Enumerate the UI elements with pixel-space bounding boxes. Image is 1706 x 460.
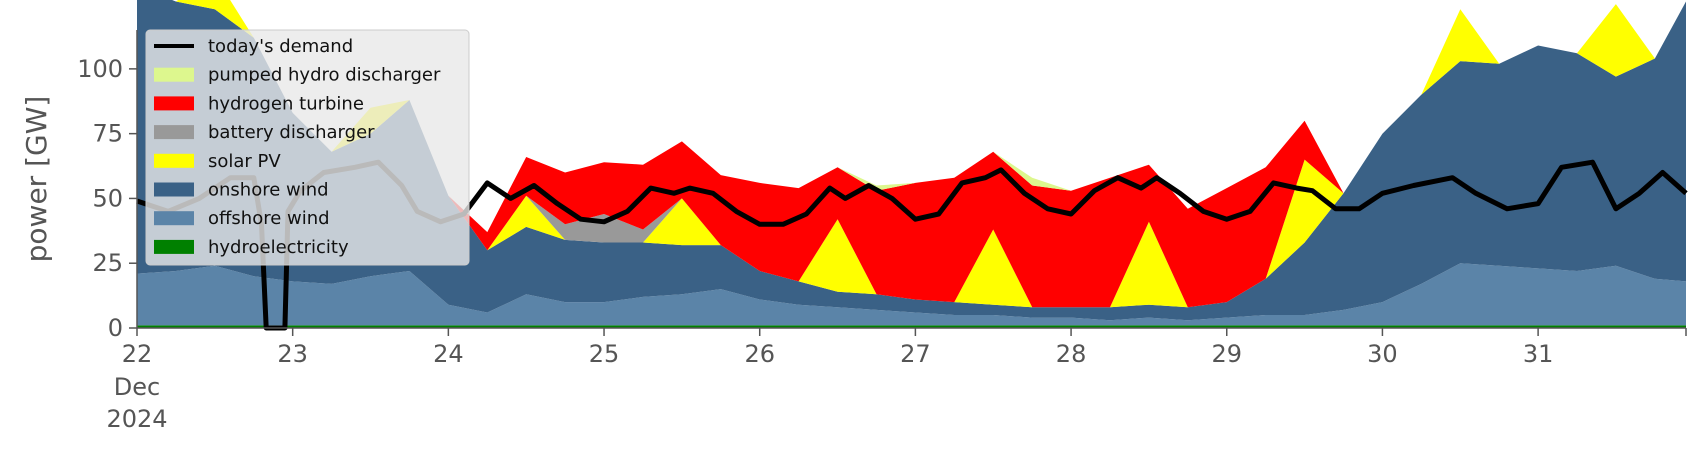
y-tick-label: 0 xyxy=(108,314,123,342)
legend-label-hydroelectricity: hydroelectricity xyxy=(208,237,349,258)
area-hydrogen-turbine xyxy=(172,0,1686,308)
legend-label-solar-pv: solar PV xyxy=(208,151,281,172)
x-tick-label: 22 xyxy=(122,340,153,368)
legend-frame xyxy=(145,29,470,266)
legend-label-battery-discharger: battery discharger xyxy=(208,122,375,143)
legend-swatch-hydroelectricity xyxy=(154,239,194,254)
x-tick-label: 25 xyxy=(589,340,620,368)
y-tick-label: 25 xyxy=(92,249,123,277)
x-tick-label: 29 xyxy=(1211,340,1242,368)
axes: 0 25 50 75 100 22 Dec 2024 23 24 25 26 27 28 29 30 31 pow… xyxy=(20,30,1687,433)
area-solar-pv xyxy=(172,0,1686,308)
y-axis-label: power [GW] xyxy=(20,96,53,263)
x-tick-label: 31 xyxy=(1523,340,1554,368)
area-offshore-wind xyxy=(137,263,1686,326)
x-tick-label: 28 xyxy=(1056,340,1087,368)
x-tick-label: 30 xyxy=(1367,340,1398,368)
legend-label-pumped-hydro-discharger: pumped hydro discharger xyxy=(208,65,441,86)
x-tick-sublabel: Dec xyxy=(114,373,160,401)
legend-swatch-onshore-wind xyxy=(154,182,194,197)
legend-label-offshore-wind: offshore wind xyxy=(208,208,330,229)
y-tick-label: 50 xyxy=(92,184,123,212)
legend-label-hydrogen-turbine: hydrogen turbine xyxy=(208,93,364,114)
legend-swatch-battery-discharger xyxy=(154,125,194,140)
x-tick-label: 26 xyxy=(744,340,775,368)
legend-label-onshore-wind: onshore wind xyxy=(208,180,329,201)
y-tick-label: 100 xyxy=(77,55,123,83)
legend-swatch-offshore-wind xyxy=(154,211,194,226)
x-tick-sublabel: 2024 xyxy=(106,405,167,433)
legend-label-today-s-demand: today's demand xyxy=(208,36,353,57)
x-tick-label: 23 xyxy=(277,340,308,368)
y-tick-label: 75 xyxy=(92,120,123,148)
legend-swatch-solar-pv xyxy=(154,153,194,168)
legend-swatch-pumped-hydro-discharger xyxy=(154,67,194,82)
x-tick-label: 24 xyxy=(433,340,464,368)
area-onshore-wind xyxy=(137,0,1686,321)
legend-swatch-hydrogen-turbine xyxy=(154,96,194,111)
legend: today's demand pumped hydro discharger hyd… xyxy=(145,29,470,266)
x-tick-label: 27 xyxy=(900,340,931,368)
